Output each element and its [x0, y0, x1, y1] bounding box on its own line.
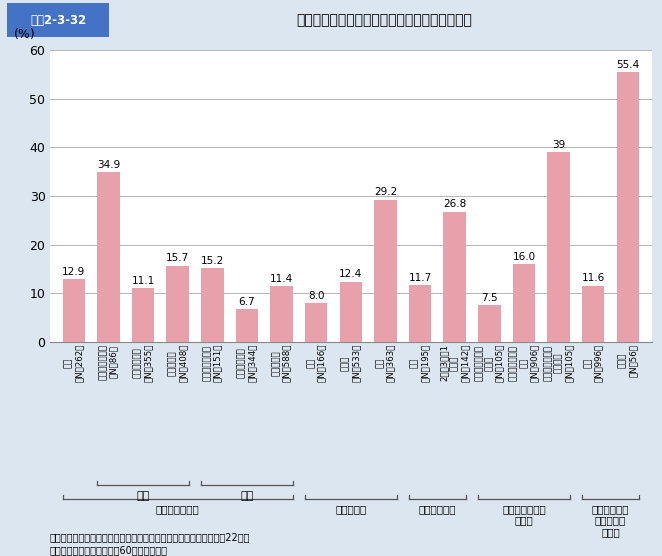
Bar	[132, 288, 154, 342]
Text: 一人暮らし世帯
（N＝151）: 一人暮らし世帯 （N＝151）	[203, 344, 222, 382]
Text: 全体
（N＝262）: 全体 （N＝262）	[64, 344, 83, 382]
Text: 夫婦のみ世帯
（N＝355）: 夫婦のみ世帯 （N＝355）	[134, 344, 153, 382]
Y-axis label: (%): (%)	[13, 28, 35, 41]
Text: 12.9: 12.9	[62, 267, 85, 277]
Bar	[97, 172, 120, 342]
Bar	[305, 303, 328, 342]
Bar	[236, 309, 258, 342]
Text: 15.7: 15.7	[166, 253, 189, 263]
Bar	[512, 264, 535, 342]
Bar	[409, 285, 432, 342]
Text: 資料：内閣府「高齢者の住宅と生活環境に関する意識調査」（平成22年）
（注）　調査対象は、全国60歳以上の男女: 資料：内閣府「高齢者の住宅と生活環境に関する意識調査」（平成22年） （注） 調…	[50, 532, 250, 555]
FancyBboxPatch shape	[7, 3, 109, 37]
Bar	[547, 152, 570, 342]
Text: 7.5: 7.5	[481, 293, 498, 303]
Text: 会話の頻度別: 会話の頻度別	[418, 504, 456, 514]
Text: 不良
（N＝363）: 不良 （N＝363）	[376, 344, 395, 382]
Text: 2日〜3日に1
回以下
（N＝142）: 2日〜3日に1 回以下 （N＝142）	[440, 344, 469, 382]
Bar	[201, 268, 224, 342]
Text: 15.2: 15.2	[201, 256, 224, 266]
Text: 困ったときに
頼れる人の
有無別: 困ったときに 頼れる人の 有無別	[592, 504, 630, 537]
Text: 11.7: 11.7	[408, 272, 432, 282]
Text: 毎日
（N＝195）: 毎日 （N＝195）	[410, 344, 430, 382]
Text: あいさつをする
程度
（N＝906）: あいさつをする 程度 （N＝906）	[509, 344, 539, 382]
Bar	[444, 211, 466, 342]
Text: 39: 39	[552, 140, 565, 150]
Text: その他世帯
（N＝588）: その他世帯 （N＝588）	[272, 344, 291, 382]
Text: 状態別の「生きがいを感じていない人」の割合: 状態別の「生きがいを感じていない人」の割合	[296, 13, 472, 27]
Text: 11.1: 11.1	[132, 276, 155, 285]
Text: 一人暮らし世帯
（N＝86）: 一人暮らし世帯 （N＝86）	[99, 344, 118, 380]
Text: 近所づきあいの
程度別: 近所づきあいの 程度別	[502, 504, 546, 525]
Text: つきあいはほと
んどない
（N＝105）: つきあいはほと んどない （N＝105）	[544, 344, 573, 382]
Text: 6.7: 6.7	[239, 297, 256, 307]
Text: 良好
（N＝166）: 良好 （N＝166）	[307, 344, 326, 382]
Text: 11.4: 11.4	[270, 274, 293, 284]
Text: 健康状態別: 健康状態別	[335, 504, 367, 514]
Text: 図表2-3-32: 図表2-3-32	[30, 13, 86, 27]
Text: いる
（N＝996）: いる （N＝996）	[583, 344, 603, 382]
Bar	[582, 285, 604, 342]
Text: 29.2: 29.2	[374, 187, 397, 197]
Bar	[63, 279, 85, 342]
Bar	[616, 72, 639, 342]
Bar	[167, 266, 189, 342]
Text: 12.4: 12.4	[339, 269, 363, 279]
Bar	[270, 286, 293, 342]
Text: 16.0: 16.0	[512, 252, 536, 262]
Text: 55.4: 55.4	[616, 60, 639, 70]
Text: その他世帯
（N＝408）: その他世帯 （N＝408）	[168, 344, 187, 382]
Text: 34.9: 34.9	[97, 160, 120, 170]
Bar	[340, 281, 362, 342]
Bar	[478, 305, 500, 342]
Bar	[374, 200, 397, 342]
Text: ふつう
（N＝533）: ふつう （N＝533）	[341, 344, 361, 382]
Text: 男性: 男性	[136, 492, 150, 502]
Text: いない
（N＝56）: いない （N＝56）	[618, 344, 638, 376]
Text: 11.6: 11.6	[582, 273, 605, 283]
Text: 性・世帯構成別: 性・世帯構成別	[156, 504, 200, 514]
Text: 26.8: 26.8	[443, 199, 466, 209]
Text: 8.0: 8.0	[308, 291, 324, 301]
Text: 女性: 女性	[240, 492, 254, 502]
Text: 親しくつきあっ
ている
（N＝105）: 親しくつきあっ ている （N＝105）	[475, 344, 504, 382]
Text: 夫婦のみ世帯
（N＝344）: 夫婦のみ世帯 （N＝344）	[237, 344, 257, 382]
